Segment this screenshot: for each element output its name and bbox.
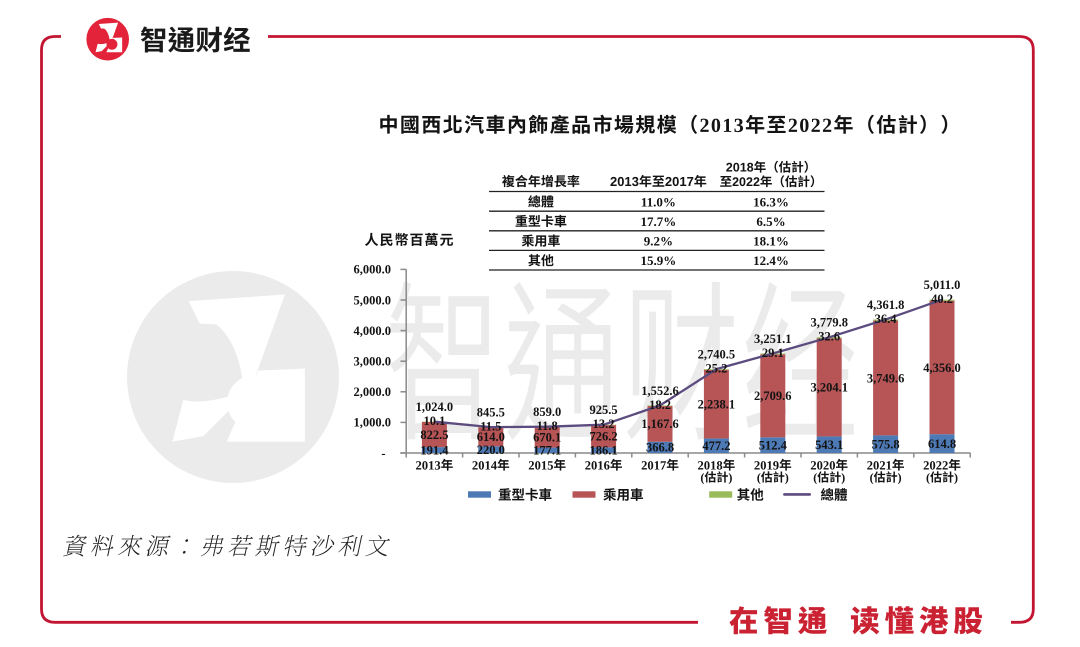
svg-text:477.2: 477.2 [702, 439, 730, 453]
svg-text:575.8: 575.8 [872, 438, 900, 452]
svg-text:366.8: 366.8 [646, 441, 674, 455]
svg-text:512.4: 512.4 [759, 439, 788, 453]
svg-text:2,238.1: 2,238.1 [698, 398, 736, 412]
svg-text:40.2: 40.2 [931, 292, 953, 306]
svg-text:543.1: 543.1 [815, 438, 843, 452]
svg-text:9.2%: 9.2% [644, 234, 673, 249]
svg-text:177.1: 177.1 [533, 444, 561, 458]
svg-text:29.1: 29.1 [762, 346, 784, 360]
svg-text:-: - [381, 446, 385, 460]
svg-text:32.6: 32.6 [818, 330, 840, 344]
svg-text:18.2: 18.2 [649, 398, 671, 412]
svg-text:614.8: 614.8 [928, 437, 956, 451]
svg-text:25.2: 25.2 [705, 361, 727, 375]
svg-text:3,779.8: 3,779.8 [810, 316, 848, 330]
svg-text:13.2: 13.2 [593, 417, 615, 431]
svg-text:3,204.1: 3,204.1 [810, 381, 848, 395]
svg-text:845.5: 845.5 [477, 405, 505, 419]
svg-text:12.4%: 12.4% [753, 253, 789, 268]
svg-text:859.0: 859.0 [533, 405, 561, 419]
svg-text:2,000.0: 2,000.0 [354, 385, 392, 399]
svg-text:2,709.6: 2,709.6 [754, 389, 792, 403]
svg-text:925.5: 925.5 [590, 403, 618, 417]
svg-text:1,552.6: 1,552.6 [641, 384, 679, 398]
svg-text:186.1: 186.1 [590, 444, 618, 458]
svg-text:3,251.1: 3,251.1 [754, 332, 792, 346]
svg-text:3,749.6: 3,749.6 [867, 371, 905, 385]
svg-text:11.8: 11.8 [537, 419, 558, 433]
svg-text:1,024.0: 1,024.0 [416, 400, 454, 414]
svg-text:6.5%: 6.5% [756, 214, 785, 229]
svg-text:11.0%: 11.0% [641, 194, 676, 209]
svg-text:1,000.0: 1,000.0 [354, 416, 392, 430]
svg-text:17.7%: 17.7% [641, 214, 677, 229]
svg-text:220.0: 220.0 [477, 443, 505, 457]
svg-text:6,000.0: 6,000.0 [354, 263, 392, 277]
svg-text:4,000.0: 4,000.0 [354, 324, 392, 338]
svg-text:36.4: 36.4 [875, 312, 898, 326]
svg-text:614.0: 614.0 [477, 430, 505, 444]
svg-text:2,740.5: 2,740.5 [698, 347, 736, 361]
svg-text:1,167.6: 1,167.6 [641, 417, 679, 431]
svg-text:3,000.0: 3,000.0 [354, 355, 392, 369]
svg-text:191.4: 191.4 [420, 443, 449, 457]
svg-text:670.1: 670.1 [533, 431, 561, 445]
svg-text:5,011.0: 5,011.0 [924, 278, 961, 292]
svg-text:4,361.8: 4,361.8 [867, 298, 905, 312]
svg-text:4,356.0: 4,356.0 [923, 361, 961, 375]
svg-text:18.1%: 18.1% [753, 234, 789, 249]
svg-text:822.5: 822.5 [420, 428, 448, 442]
svg-text:10.1: 10.1 [423, 414, 445, 428]
svg-text:5,000.0: 5,000.0 [354, 293, 392, 307]
svg-text:726.2: 726.2 [590, 430, 618, 444]
svg-text:16.3%: 16.3% [753, 194, 789, 209]
svg-text:11.5: 11.5 [480, 419, 501, 433]
svg-text:15.9%: 15.9% [641, 253, 677, 268]
